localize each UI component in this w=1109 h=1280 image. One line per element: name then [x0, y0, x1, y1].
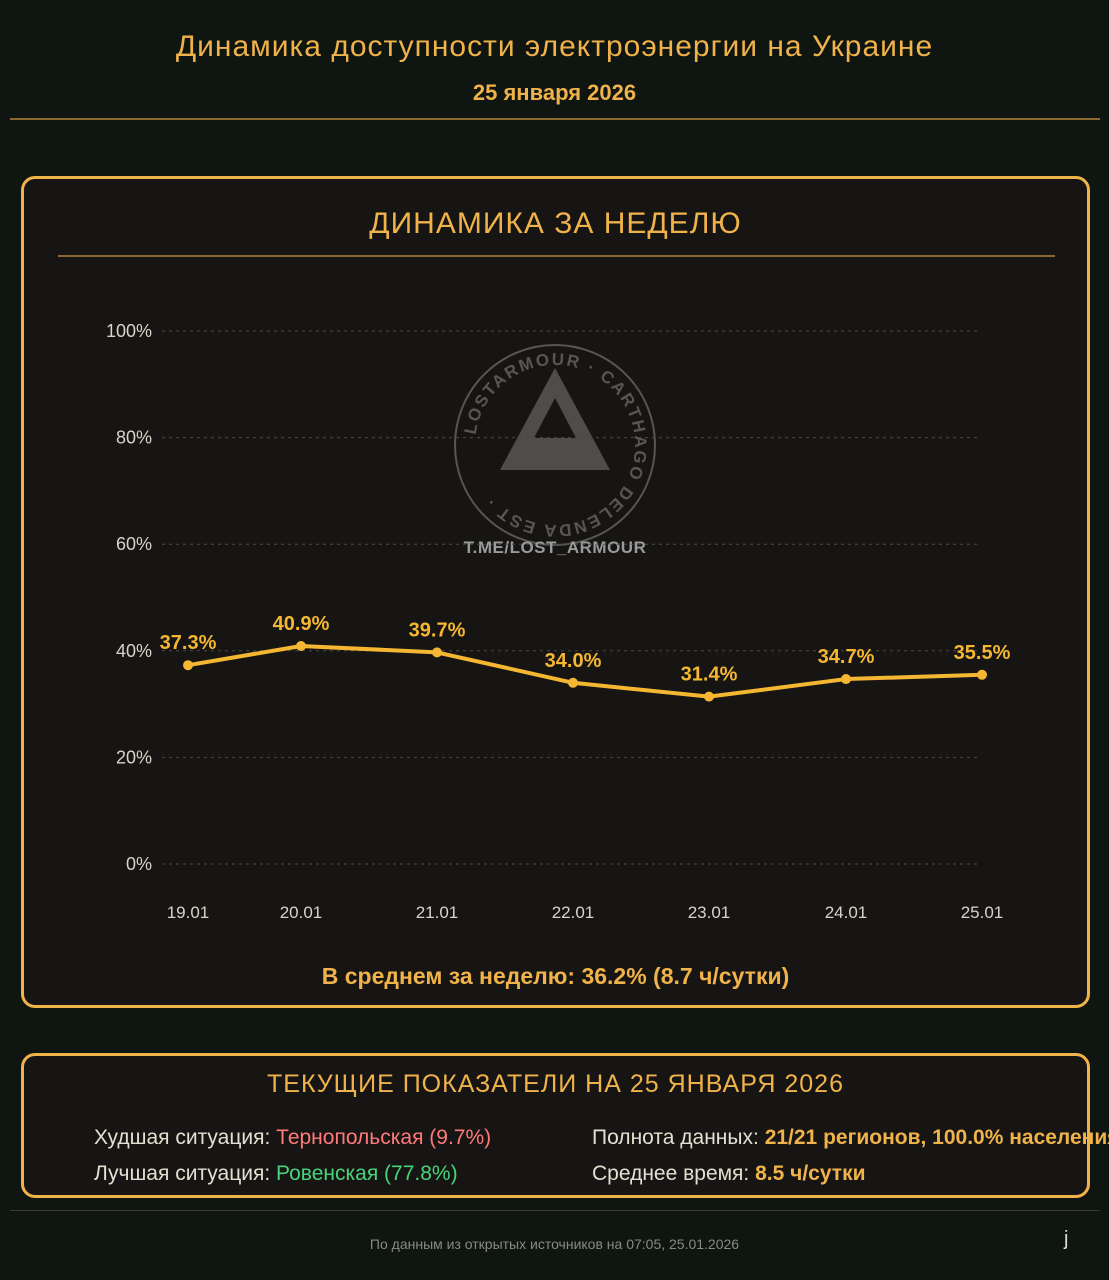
y-tick-label: 40%	[116, 641, 152, 661]
y-tick-label: 80%	[116, 428, 152, 448]
worst-label: Худшая ситуация:	[94, 1126, 271, 1149]
best-stat: Лучшая ситуация: Ровенская (77.8%)	[94, 1162, 458, 1186]
x-tick-label: 22.01	[552, 903, 595, 922]
current-panel: ТЕКУЩИЕ ПОКАЗАТЕЛИ НА 25 ЯНВАРЯ 2026 Худ…	[21, 1053, 1109, 1198]
watermark-logo: LOSTARMOUR · CARTHAGO DELENDA EST ·	[454, 344, 656, 546]
completeness-label: Полнота данных:	[592, 1126, 759, 1149]
data-point	[568, 677, 578, 688]
worst-value: Тернопольская (9.7%)	[276, 1126, 492, 1149]
worst-stat: Худшая ситуация: Тернопольская (9.7%)	[94, 1126, 491, 1150]
x-tick-label: 23.01	[688, 903, 731, 922]
data-label: 37.3%	[160, 632, 217, 654]
data-label: 34.7%	[818, 646, 875, 668]
data-point	[977, 669, 987, 680]
weekly-panel: ДИНАМИКА ЗА НЕДЕЛЮ В среднем за неделю: …	[21, 176, 1090, 1008]
watermark-link: T.ME/LOST_ARMOUR	[463, 538, 647, 557]
best-value: Ровенская (77.8%)	[276, 1162, 458, 1185]
y-tick-label: 20%	[116, 747, 152, 767]
x-tick-label: 21.01	[416, 903, 459, 922]
x-tick-label: 20.01	[280, 903, 323, 922]
corner-glyph-icon: ϳ	[1064, 1228, 1069, 1250]
header-divider	[10, 118, 1100, 120]
avg-time-value: 8.5 ч/сутки	[755, 1162, 866, 1185]
data-label: 40.9%	[273, 613, 330, 635]
x-tick-label: 19.01	[167, 903, 210, 922]
completeness-stat: Полнота данных: 21/21 регионов, 100.0% н…	[592, 1126, 1109, 1150]
best-label: Лучшая ситуация:	[94, 1162, 271, 1185]
avg-time-stat: Среднее время: 8.5 ч/сутки	[592, 1162, 865, 1186]
x-tick-label: 25.01	[961, 903, 1004, 922]
current-title: ТЕКУЩИЕ ПОКАЗАТЕЛИ НА 25 ЯНВАРЯ 2026	[267, 1070, 844, 1098]
x-tick-label: 24.01	[825, 903, 868, 922]
avg-time-label: Среднее время:	[592, 1162, 750, 1185]
data-point	[841, 674, 851, 685]
data-label: 34.0%	[545, 650, 602, 672]
y-tick-label: 60%	[116, 534, 152, 554]
data-point	[183, 660, 193, 671]
weekly-title: ДИНАМИКА ЗА НЕДЕЛЮ	[369, 207, 742, 240]
footer-source: По данным из открытых источников на 07:0…	[369, 1236, 740, 1252]
data-point	[432, 647, 442, 658]
weekly-divider	[58, 255, 1055, 257]
data-point	[704, 691, 714, 702]
page-title: Динамика доступности электроэнергии на У…	[175, 30, 934, 63]
line-chart: 0% 20% 40% 60% 80% 100% 19.01 20.01 21.01 22.01 23…	[106, 321, 1011, 922]
data-point	[296, 641, 306, 652]
data-label: 31.4%	[681, 664, 738, 686]
page-date: 25 января 2026	[472, 80, 637, 105]
completeness-value: 21/21 регионов, 100.0% населения	[764, 1126, 1109, 1149]
data-label: 35.5%	[954, 642, 1011, 664]
footer-divider	[10, 1210, 1100, 1211]
weekly-average: В среднем за неделю: 36.2% (8.7 ч/сутки)	[321, 963, 790, 989]
data-label: 39.7%	[409, 619, 466, 641]
y-tick-label: 100%	[106, 321, 152, 341]
y-tick-label: 0%	[126, 854, 152, 874]
